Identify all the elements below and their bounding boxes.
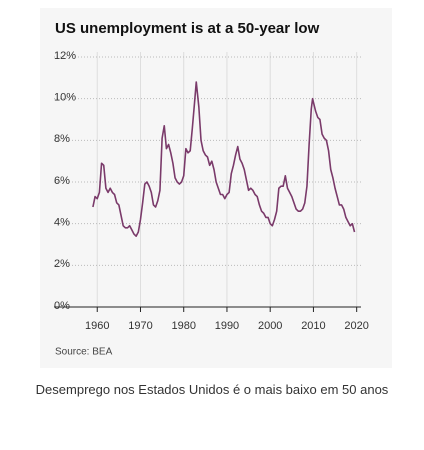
x-tick-label: 2010 xyxy=(301,320,325,332)
chart: US unemployment is at a 50-year low Sour… xyxy=(40,8,392,368)
y-tick-label: 4% xyxy=(54,217,70,229)
y-tick-label: 12% xyxy=(54,50,76,62)
y-tick-label: 6% xyxy=(54,175,70,187)
x-tick-label: 1960 xyxy=(85,320,109,332)
y-tick-label: 8% xyxy=(54,133,70,145)
chart-panel xyxy=(40,8,392,368)
x-tick-label: 2000 xyxy=(258,320,282,332)
x-tick-label: 1980 xyxy=(171,320,195,332)
x-tick-label: 1990 xyxy=(215,320,239,332)
y-tick-label: 2% xyxy=(54,258,70,270)
y-tick-label: 10% xyxy=(54,92,76,104)
x-tick-label: 1970 xyxy=(128,320,152,332)
y-tick-label: 0% xyxy=(54,300,70,312)
data-line xyxy=(92,81,356,237)
x-tick-label: 2020 xyxy=(344,320,368,332)
chart-title: US unemployment is at a 50-year low xyxy=(55,20,320,37)
caption: Desemprego nos Estados Unidos é o mais b… xyxy=(35,382,389,397)
source: Source: BEA xyxy=(55,347,113,358)
